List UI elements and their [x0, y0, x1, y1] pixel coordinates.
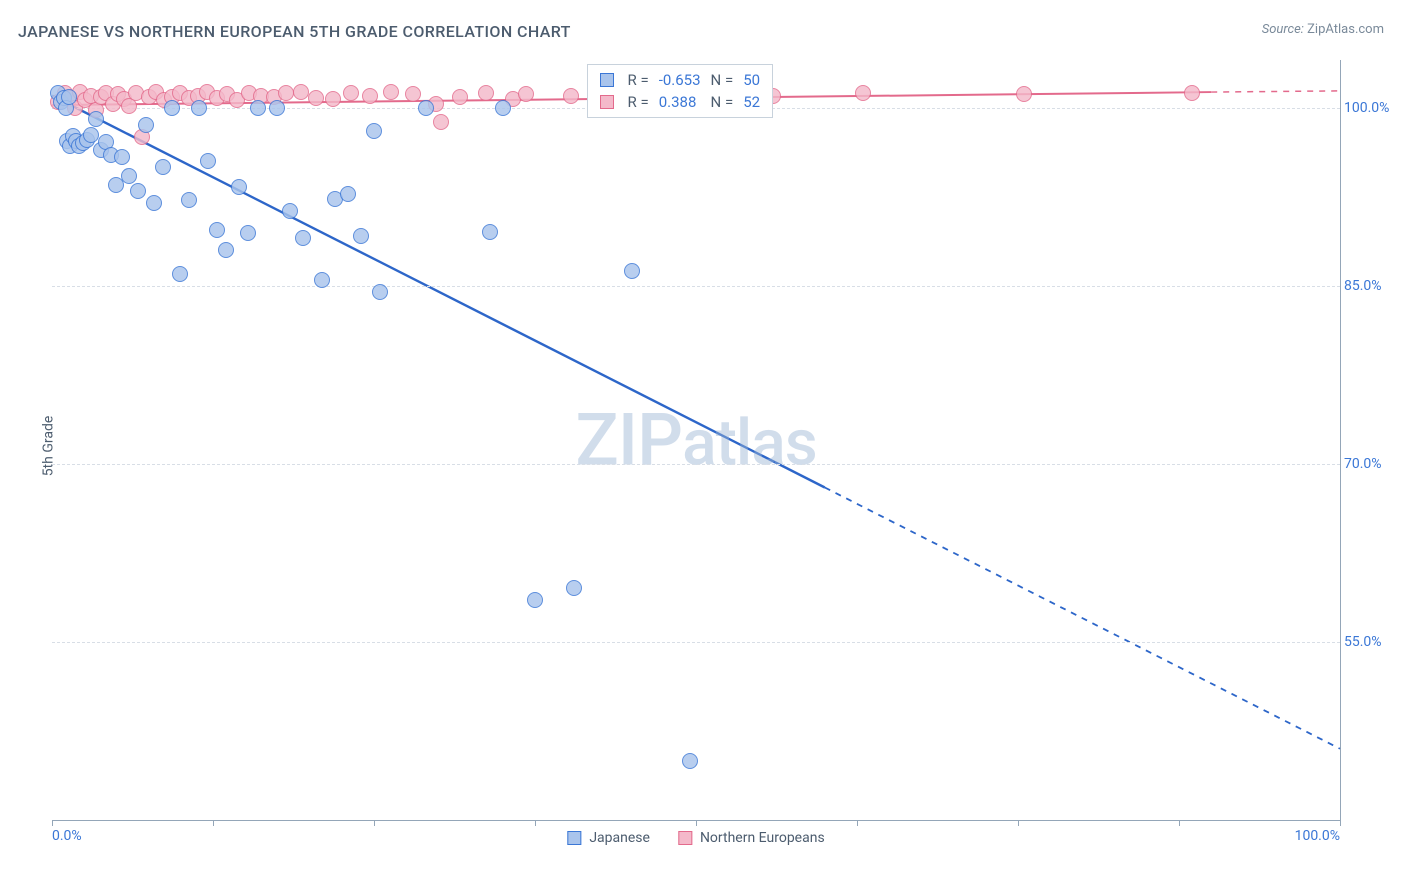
- scatter-point-northern: [325, 91, 341, 107]
- x-tick: [374, 820, 375, 826]
- y-tick-label: 85.0%: [1344, 278, 1400, 294]
- x-tick-label: 100.0%: [1295, 828, 1340, 844]
- stats-r-label: R =: [628, 93, 649, 111]
- scatter-point-japanese: [495, 100, 511, 116]
- stats-swatch: [600, 95, 614, 109]
- x-tick: [696, 820, 697, 826]
- scatter-point-japanese: [372, 284, 388, 300]
- scatter-point-northern: [362, 88, 378, 104]
- scatter-point-japanese: [138, 117, 154, 133]
- scatter-point-japanese: [218, 242, 234, 258]
- scatter-point-japanese: [682, 753, 698, 769]
- x-tick: [535, 820, 536, 826]
- x-tick: [857, 820, 858, 826]
- stats-n-label: N =: [711, 71, 734, 89]
- scatter-point-japanese: [155, 159, 171, 175]
- scatter-point-japanese: [269, 100, 285, 116]
- scatter-point-japanese: [366, 123, 382, 139]
- scatter-point-japanese: [83, 127, 99, 143]
- scatter-point-northern: [478, 85, 494, 101]
- trend-lines-layer: [52, 60, 1340, 820]
- scatter-point-japanese: [282, 203, 298, 219]
- x-tick: [213, 820, 214, 826]
- scatter-point-japanese: [164, 100, 180, 116]
- scatter-point-northern: [383, 84, 399, 100]
- page: JAPANESE VS NORTHERN EUROPEAN 5TH GRADE …: [0, 0, 1406, 892]
- legend-label-northern: Northern Europeans: [700, 830, 825, 846]
- scatter-point-japanese: [353, 228, 369, 244]
- source: Source: ZipAtlas.com: [1262, 22, 1384, 37]
- legend-label-japanese: Japanese: [589, 830, 650, 846]
- trend-line: [1211, 91, 1340, 92]
- scatter-point-japanese: [209, 222, 225, 238]
- legend-swatch-northern: [678, 831, 692, 845]
- trend-line: [52, 96, 825, 488]
- trend-line: [825, 488, 1340, 749]
- scatter-point-northern: [405, 86, 421, 102]
- scatter-point-japanese: [88, 111, 104, 127]
- scatter-point-japanese: [181, 192, 197, 208]
- scatter-point-northern: [518, 86, 534, 102]
- scatter-point-japanese: [240, 225, 256, 241]
- scatter-point-northern: [452, 89, 468, 105]
- scatter-point-japanese: [146, 195, 162, 211]
- x-tick: [1340, 820, 1341, 826]
- scatter-point-northern: [308, 90, 324, 106]
- scatter-point-japanese: [624, 263, 640, 279]
- scatter-point-japanese: [172, 266, 188, 282]
- scatter-point-japanese: [231, 179, 247, 195]
- x-tick: [52, 820, 53, 826]
- scatter-point-japanese: [418, 100, 434, 116]
- legend-item-northern: Northern Europeans: [678, 830, 825, 846]
- scatter-point-japanese: [340, 186, 356, 202]
- scatter-point-japanese: [250, 100, 266, 116]
- scatter-point-northern: [293, 84, 309, 100]
- scatter-point-japanese: [191, 100, 207, 116]
- gridline: [52, 286, 1340, 287]
- scatter-point-japanese: [314, 272, 330, 288]
- scatter-point-japanese: [295, 230, 311, 246]
- y-tick-label: 70.0%: [1344, 456, 1400, 472]
- scatter-point-japanese: [114, 149, 130, 165]
- scatter-point-northern: [855, 85, 871, 101]
- x-tick: [1179, 820, 1180, 826]
- scatter-point-japanese: [527, 592, 543, 608]
- gridline: [52, 464, 1340, 465]
- scatter-point-japanese: [121, 168, 137, 184]
- scatter-point-japanese: [482, 224, 498, 240]
- stats-n-value: 52: [743, 93, 760, 111]
- gridline: [52, 642, 1340, 643]
- scatter-point-japanese: [200, 153, 216, 169]
- scatter-point-japanese: [130, 183, 146, 199]
- stats-n-value: 50: [743, 71, 760, 89]
- legend-swatch-japanese: [567, 831, 581, 845]
- scatter-point-northern: [563, 88, 579, 104]
- chart-title: JAPANESE VS NORTHERN EUROPEAN 5TH GRADE …: [18, 22, 571, 41]
- stats-r-label: R =: [628, 71, 649, 89]
- legend: Japanese Northern Europeans: [567, 830, 824, 846]
- y-tick-label: 100.0%: [1344, 100, 1400, 116]
- watermark: ZIPatlas: [575, 398, 816, 483]
- stats-box: R = -0.653 N = 50 R = 0.388 N = 52: [587, 64, 774, 118]
- scatter-point-japanese: [61, 89, 77, 105]
- x-tick: [1018, 820, 1019, 826]
- stats-n-label: N =: [711, 93, 734, 111]
- plot-area: ZIPatlas 55.0%70.0%85.0%100.0%0.0%100.0%…: [52, 60, 1341, 821]
- source-label: Source:: [1262, 22, 1304, 37]
- scatter-point-japanese: [566, 580, 582, 596]
- scatter-point-northern: [343, 85, 359, 101]
- scatter-point-northern: [1016, 86, 1032, 102]
- y-tick-label: 55.0%: [1344, 634, 1400, 650]
- legend-item-japanese: Japanese: [567, 830, 650, 846]
- x-tick-label: 0.0%: [52, 828, 82, 844]
- stats-r-value: -0.653: [659, 71, 701, 89]
- stats-r-value: 0.388: [659, 93, 701, 111]
- source-value: ZipAtlas.com: [1307, 22, 1384, 37]
- chart-area: ZIPatlas 55.0%70.0%85.0%100.0%0.0%100.0%…: [52, 60, 1340, 820]
- stats-swatch: [600, 73, 614, 87]
- scatter-point-northern: [433, 114, 449, 130]
- scatter-point-northern: [1184, 85, 1200, 101]
